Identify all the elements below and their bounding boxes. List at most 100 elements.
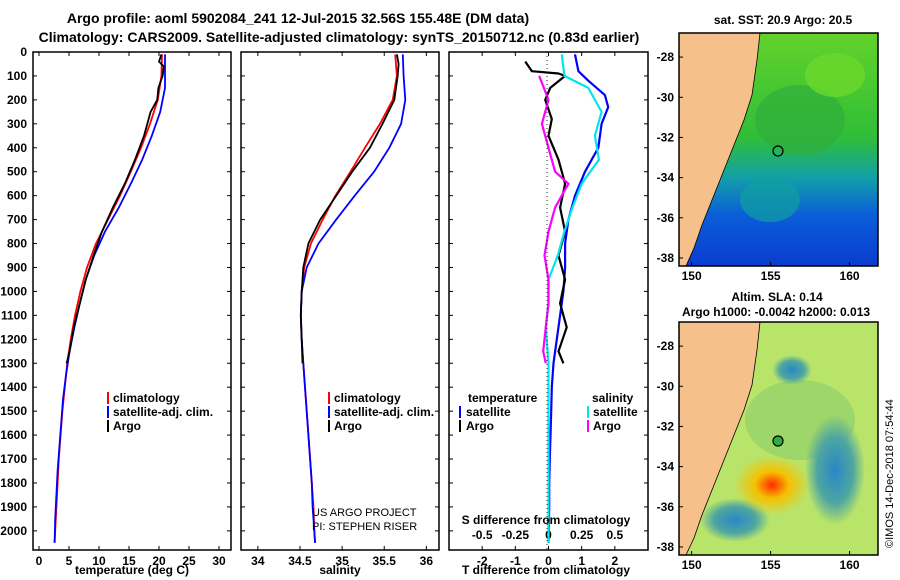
- salinity-legend: climatology satellite-adj. clim. Argo: [328, 391, 434, 433]
- depth-tick-label: 1500: [0, 404, 27, 418]
- sla-map-title2: Argo h1000: -0.0042 h2000: 0.013: [682, 305, 870, 319]
- x-tick-label: 34.5: [288, 554, 312, 568]
- x-tick-label: 25: [182, 554, 196, 568]
- x-tick-label: 35: [335, 554, 349, 568]
- sst-map-ticks: 150 155 160 -28 -30 -32 -34 -36 -38: [657, 50, 860, 283]
- sal-climatology-line: [299, 54, 398, 543]
- sla-land-australia: [679, 322, 760, 555]
- temperature-legend: climatology satellite-adj. clim. Argo: [107, 391, 213, 433]
- salinity-xlabel: salinity: [319, 563, 361, 577]
- x-tick-label: 34: [251, 554, 265, 568]
- map-lat-label: -30: [657, 90, 675, 104]
- t-diff-xlabel: T difference from climatology: [462, 563, 630, 577]
- depth-tick-label: 0: [20, 45, 27, 59]
- x-tick-label: 15: [122, 554, 136, 568]
- s-diff-tick-label: -0.25: [502, 528, 530, 542]
- temperature-panel-frame: [32, 51, 232, 551]
- x-tick-label: 2: [611, 554, 618, 568]
- difference-axis: -2 -1 0 1 2-0.5 -0.25 0 0.25 0.5: [472, 52, 623, 568]
- imos-timestamp: ©IMOS 14-Dec-2018 07:54:44: [884, 399, 896, 548]
- s-diff-tick-label: -0.5: [472, 528, 493, 542]
- depth-tick-label: 200: [7, 93, 27, 107]
- map-lon-label: 160: [840, 558, 860, 572]
- x-tick-label: -2: [477, 554, 488, 568]
- sla-high-eddy: [734, 455, 810, 515]
- map-lat-label: -28: [657, 339, 675, 353]
- map-lat-label: -38: [657, 251, 675, 265]
- sst-patch: [755, 85, 845, 155]
- salinity-panel-frame: [240, 51, 440, 551]
- x-tick-label: 10: [92, 554, 106, 568]
- credit-pi: PI: STEPHEN RISER: [312, 521, 417, 533]
- x-tick-label: 1: [578, 554, 585, 568]
- legend-argo: Argo: [334, 419, 362, 433]
- map-lat-label: -36: [657, 500, 675, 514]
- difference-series: [524, 54, 610, 543]
- s-diff-tick-label: 0.25: [570, 528, 594, 542]
- sal-argo-line: [299, 54, 400, 364]
- sla-low-eddy: [805, 415, 865, 525]
- map-lon-label: 155: [761, 558, 781, 572]
- depth-tick-label: 900: [7, 260, 27, 274]
- sla-map-frame: [678, 321, 879, 556]
- salinity-series: [299, 54, 407, 543]
- map-lat-label: -28: [657, 50, 675, 64]
- sst-map-frame: [678, 32, 879, 267]
- x-tick-label: 20: [152, 554, 166, 568]
- map-lat-label: -32: [657, 419, 675, 433]
- x-tick-label: 0: [36, 554, 43, 568]
- map-lat-label: -30: [657, 379, 675, 393]
- depth-tick-label: 1400: [0, 380, 27, 394]
- sla-map: [679, 322, 878, 555]
- legend-s-satellite: satellite: [593, 405, 638, 419]
- depth-tick-label: 1800: [0, 476, 27, 490]
- depth-tick-label: 2000: [0, 524, 27, 538]
- temperature-series: [53, 54, 166, 543]
- sst-coastline: [685, 33, 761, 266]
- sal-satellite-line: [299, 54, 407, 543]
- sla-coastline: [685, 322, 761, 555]
- map-lon-label: 150: [682, 269, 702, 283]
- s-diff-argo-line: [538, 75, 570, 364]
- depth-tick-label: 1100: [1, 308, 27, 322]
- sst-map-title: sat. SST: 20.9 Argo: 20.5: [714, 13, 853, 27]
- map-lat-label: -38: [657, 540, 675, 554]
- map-lon-label: 155: [761, 269, 781, 283]
- x-tick-label: 35.5: [373, 554, 397, 568]
- depth-tick-label: 600: [7, 189, 27, 203]
- x-tick-label: 0: [545, 554, 552, 568]
- sst-argo-position-marker: [772, 145, 784, 157]
- map-lon-label: 160: [840, 269, 860, 283]
- depth-tick-label: 100: [7, 69, 27, 83]
- x-tick-label: 5: [66, 554, 73, 568]
- legend-s-argo: Argo: [593, 419, 621, 433]
- sst-map: [679, 33, 878, 266]
- legend-climatology: climatology: [113, 391, 180, 405]
- s-diff-tick-label: 0.5: [606, 528, 623, 542]
- sla-argo-position-marker: [772, 435, 784, 447]
- map-lat-label: -34: [657, 171, 675, 185]
- depth-tick-label: 1300: [0, 356, 27, 370]
- depth-tick-label: 1600: [0, 428, 27, 442]
- depth-tick-label: 1000: [0, 284, 27, 298]
- depth-tick-label: 1900: [0, 500, 27, 514]
- difference-legend: temperature salinity satellite Argo sate…: [459, 391, 638, 433]
- temperature-axis: 0 5 10 15 20 25 30: [36, 52, 226, 568]
- salinity-axis: 34 34.5 35 35.5 36: [251, 52, 433, 568]
- depth-tick-label: 500: [7, 165, 27, 179]
- legend-header-salinity: salinity: [592, 391, 634, 405]
- x-tick-label: 36: [420, 554, 434, 568]
- legend-t-argo: Argo: [466, 419, 494, 433]
- x-tick-label: -1: [510, 554, 521, 568]
- map-lon-label: 150: [682, 558, 702, 572]
- temperature-xlabel: temperature (deg C): [75, 563, 189, 577]
- sla-map-title1: Altim. SLA: 0.14: [731, 290, 823, 304]
- map-lat-label: -32: [657, 130, 675, 144]
- depth-tick-label: 1200: [0, 332, 27, 346]
- x-tick-label: 30: [212, 554, 226, 568]
- map-lat-label: -36: [657, 211, 675, 225]
- temp-argo-line: [65, 54, 165, 364]
- legend-climatology: climatology: [334, 391, 401, 405]
- sla-map-ticks: 150 155 160 -28 -30 -32 -34 -36 -38: [657, 339, 860, 572]
